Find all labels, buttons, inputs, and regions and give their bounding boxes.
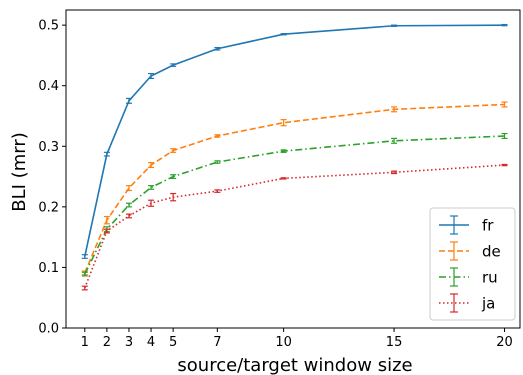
errorbar-de-20	[501, 101, 508, 108]
errorbar-ru-7	[214, 160, 221, 164]
errorbar-fr-4	[148, 72, 155, 80]
y-tick-label: 0.1	[38, 261, 59, 276]
series-ja	[81, 163, 508, 291]
errorbar-ru-1	[81, 271, 88, 277]
errorbar-ja-15	[391, 170, 398, 175]
errorbar-fr-5	[170, 63, 177, 67]
y-tick-label: 0.0	[38, 322, 59, 337]
y-tick-label: 0.2	[38, 200, 59, 215]
errorbar-ja-3	[125, 213, 132, 219]
x-tick-label: 20	[496, 335, 513, 350]
legend-entry-ja: ja	[439, 293, 495, 313]
errorbar-de-2	[103, 215, 110, 225]
x-tick-label: 3	[125, 335, 133, 350]
errorbar-ja-7	[214, 189, 221, 193]
errorbar-ja-4	[148, 199, 155, 207]
errorbar-ru-4	[148, 185, 155, 190]
errorbar-fr-2	[103, 151, 110, 157]
errorbar-ja-20	[501, 163, 508, 167]
axes: 1 2 3 4 5 7 10 15 20 0.0 0.1 0.2 0.3 0.4 0.5	[38, 9, 521, 350]
legend-entry-fr: fr	[439, 215, 494, 235]
errorbar-de-4	[148, 162, 155, 169]
legend-entry-ru: ru	[439, 267, 498, 287]
errorbar-de-15	[391, 106, 398, 113]
errorbar-de-10	[280, 119, 287, 127]
errorbar-de-7	[214, 134, 221, 138]
x-tick-label: 1	[81, 335, 89, 350]
legend-entry-de: de	[439, 241, 501, 261]
legend-label-fr: fr	[482, 217, 494, 235]
plot-frame	[65, 9, 521, 329]
errorbar-fr-3	[125, 97, 132, 104]
y-axis-label: BLI (mrr)	[9, 132, 30, 211]
errorbar-fr-15	[391, 24, 398, 27]
errorbar-ru-10	[280, 149, 287, 153]
x-tick-label: 5	[169, 335, 177, 350]
errorbar-de-5	[170, 148, 177, 153]
x-tick-label: 15	[386, 335, 403, 350]
errorbar-de-3	[125, 185, 132, 192]
y-tick-label: 0.3	[38, 140, 59, 155]
errorbar-ru-5	[170, 174, 177, 179]
errorbar-ja-1	[81, 285, 88, 291]
legend-label-ru: ru	[482, 269, 498, 287]
errorbar-fr-7	[214, 46, 221, 51]
x-tick-label: 2	[103, 335, 111, 350]
x-tick-label: 7	[213, 335, 221, 350]
y-tick-label: 0.4	[38, 79, 59, 94]
errorbar-ja-2	[103, 228, 110, 234]
legend-box	[429, 207, 516, 321]
errorbar-fr-20	[501, 23, 508, 27]
x-tick-label: 4	[147, 335, 155, 350]
errorbar-fr-10	[280, 33, 287, 36]
legend-label-de: de	[482, 243, 501, 261]
x-tick-label: 10	[275, 335, 292, 350]
errorbar-ja-5	[170, 192, 177, 202]
errorbar-ja-10	[280, 177, 287, 180]
legend: fr de ru ja	[429, 207, 516, 321]
y-tick-label: 0.5	[38, 19, 59, 34]
errorbar-fr-1	[81, 254, 88, 259]
legend-label-ja: ja	[481, 295, 495, 313]
series-fr	[81, 23, 508, 259]
plot-area	[81, 23, 508, 291]
errorbar-ru-20	[501, 132, 508, 140]
errorbar-ru-15	[391, 137, 398, 144]
errorbar-ru-3	[125, 202, 132, 208]
x-axis-label: source/target window size	[177, 355, 412, 375]
